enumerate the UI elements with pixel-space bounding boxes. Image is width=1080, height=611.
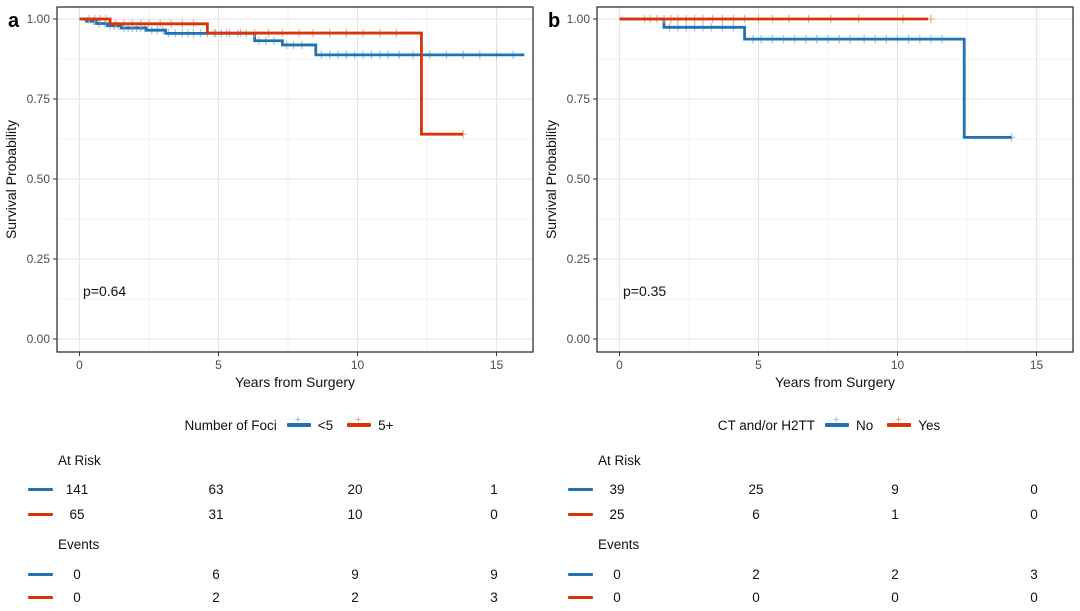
legend-a: Number of Foci <5 5+ xyxy=(0,413,540,437)
row-key-line-red xyxy=(28,596,53,600)
events-value: 3 xyxy=(490,590,498,605)
x-tick-label: 10 xyxy=(351,358,365,372)
legend-label-no: No xyxy=(856,417,874,433)
table-row: 65 31 10 0 xyxy=(0,507,540,523)
y-tick-label: 1.00 xyxy=(567,12,591,26)
y-tick-label: 0.50 xyxy=(567,172,591,186)
p-value-label: p=0.64 xyxy=(83,283,126,299)
events-value: 2 xyxy=(351,590,359,605)
table-row: 0 2 2 3 xyxy=(540,567,1080,583)
events-value: 2 xyxy=(752,567,760,582)
y-tick-label: 0.75 xyxy=(567,92,591,106)
at-risk-header: At Risk xyxy=(58,453,101,468)
row-key-line-blue xyxy=(28,573,53,577)
events-header: Events xyxy=(58,537,100,552)
y-tick-label: 0.00 xyxy=(567,332,591,346)
censor-marks-No xyxy=(666,23,1015,142)
y-tick-label: 0.25 xyxy=(27,252,51,266)
table-row: 0 0 0 0 xyxy=(540,590,1080,606)
at-risk-value: 25 xyxy=(748,482,764,497)
panel-a: 0 5 10 15 1.00 0.75 0.50 0.25 0.00 Years from Sur… xyxy=(0,0,540,611)
at-risk-value: 9 xyxy=(891,482,899,497)
y-tick-label: 0.75 xyxy=(27,92,51,106)
events-value: 0 xyxy=(1030,590,1038,605)
legend-key-line-5plus xyxy=(347,413,372,427)
at-risk-header: At Risk xyxy=(598,453,641,468)
x-tick-label: 15 xyxy=(490,358,504,372)
table-row: 0 6 9 9 xyxy=(0,567,540,583)
events-value: 0 xyxy=(73,590,81,605)
x-tick-label: 0 xyxy=(616,358,623,372)
at-risk-value: 0 xyxy=(490,507,498,522)
at-risk-value: 63 xyxy=(208,482,224,497)
x-tick-label: 5 xyxy=(755,358,762,372)
y-tick-label: 0.50 xyxy=(27,172,51,186)
row-key-line-blue xyxy=(568,488,593,492)
y-tick-label: 1.00 xyxy=(27,12,51,26)
x-axis-title: Years from Surgery xyxy=(235,374,355,390)
row-key-line-red xyxy=(568,513,593,517)
y-axis-title: Survival Probability xyxy=(3,120,19,239)
events-value: 9 xyxy=(351,567,359,582)
at-risk-value: 10 xyxy=(347,507,363,522)
events-value: 0 xyxy=(613,567,621,582)
survival-curve-5+ xyxy=(79,17,464,136)
legend-title-a: Number of Foci xyxy=(184,417,277,433)
x-axis-title: Years from Surgery xyxy=(775,374,895,390)
at-risk-value: 1 xyxy=(490,482,498,497)
table-row: 25 6 1 0 xyxy=(540,507,1080,523)
legend-key-line-yes xyxy=(887,413,912,427)
at-risk-value: 141 xyxy=(65,482,89,497)
events-value: 0 xyxy=(73,567,81,582)
y-tick-label: 0.00 xyxy=(27,332,51,346)
panel-b: 0 5 10 15 1.00 0.75 0.50 0.25 0.00 Years from Sur… xyxy=(540,0,1080,611)
survival-curve-No xyxy=(619,17,1012,139)
legend-title-b: CT and/or H2TT xyxy=(717,417,815,433)
table-row: 0 2 2 3 xyxy=(0,590,540,606)
row-key-line-red xyxy=(568,596,593,600)
legend-label-5plus: 5+ xyxy=(378,417,394,433)
y-tick-label: 0.25 xyxy=(567,252,591,266)
events-value: 3 xyxy=(1030,567,1038,582)
legend-b: CT and/or H2TT No Yes xyxy=(540,413,1080,437)
events-value: 0 xyxy=(613,590,621,605)
at-risk-value: 6 xyxy=(752,507,760,522)
events-value: 2 xyxy=(212,590,220,605)
survival-curve-<5 xyxy=(79,17,525,57)
p-value-label: p=0.35 xyxy=(623,283,666,299)
row-key-line-blue xyxy=(568,573,593,577)
panel-letter: b xyxy=(548,10,560,32)
legend-label-lt5: <5 xyxy=(317,417,334,433)
legend-label-yes: Yes xyxy=(918,417,941,433)
events-value: 0 xyxy=(752,590,760,605)
x-tick-label: 10 xyxy=(891,358,905,372)
events-value: 2 xyxy=(891,567,899,582)
x-tick-label: 15 xyxy=(1030,358,1044,372)
row-key-line-red xyxy=(28,513,53,517)
survival-plot-b: 0 5 10 15 1.00 0.75 0.50 0.25 0.00 Years from Sur… xyxy=(543,6,1074,390)
x-tick-label: 0 xyxy=(76,358,83,372)
events-header: Events xyxy=(598,537,640,552)
panel-letter: a xyxy=(8,10,20,32)
at-risk-value: 0 xyxy=(1030,507,1038,522)
events-value: 0 xyxy=(891,590,899,605)
at-risk-value: 0 xyxy=(1030,482,1038,497)
at-risk-value: 65 xyxy=(69,507,85,522)
x-tick-label: 5 xyxy=(215,358,222,372)
at-risk-value: 20 xyxy=(347,482,363,497)
at-risk-value: 31 xyxy=(208,507,224,522)
y-axis-title: Survival Probability xyxy=(543,120,559,239)
events-value: 9 xyxy=(490,567,498,582)
table-row: 39 25 9 0 xyxy=(540,482,1080,498)
at-risk-value: 1 xyxy=(891,507,899,522)
at-risk-value: 39 xyxy=(609,482,625,497)
table-row: 141 63 20 1 xyxy=(0,482,540,498)
legend-key-line-no xyxy=(825,413,849,427)
legend-key-line-lt5 xyxy=(286,413,311,427)
survival-plot-a: 0 5 10 15 1.00 0.75 0.50 0.25 0.00 Years from Sur… xyxy=(3,6,534,390)
events-value: 6 xyxy=(212,567,220,582)
at-risk-value: 25 xyxy=(609,507,625,522)
row-key-line-blue xyxy=(28,488,53,492)
